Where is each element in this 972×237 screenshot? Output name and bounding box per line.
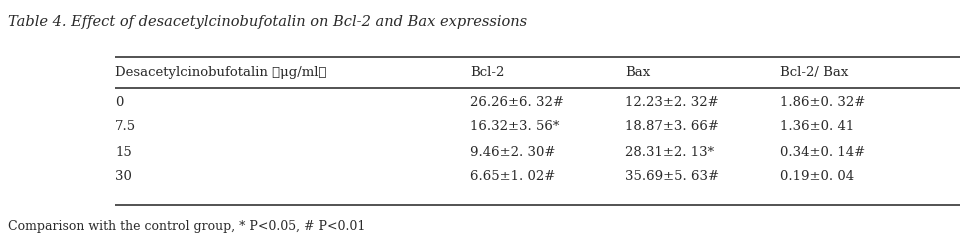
Text: 0.19±0. 04: 0.19±0. 04 [780,170,854,183]
Text: 12.23±2. 32#: 12.23±2. 32# [625,96,718,109]
Text: 35.69±5. 63#: 35.69±5. 63# [625,170,719,183]
Text: Bcl-2: Bcl-2 [470,65,504,78]
Text: Comparison with the control group, * P<0.05, # P<0.01: Comparison with the control group, * P<0… [8,220,365,233]
Text: 18.87±3. 66#: 18.87±3. 66# [625,120,719,133]
Text: 26.26±6. 32#: 26.26±6. 32# [470,96,564,109]
Text: 15: 15 [115,146,132,159]
Text: 1.36±0. 41: 1.36±0. 41 [780,120,854,133]
Text: 1.86±0. 32#: 1.86±0. 32# [780,96,865,109]
Text: Bax: Bax [625,65,650,78]
Text: 6.65±1. 02#: 6.65±1. 02# [470,170,555,183]
Text: Bcl-2/ Bax: Bcl-2/ Bax [780,65,849,78]
Text: 9.46±2. 30#: 9.46±2. 30# [470,146,556,159]
Text: 16.32±3. 56*: 16.32±3. 56* [470,120,559,133]
Text: Table 4. Effect of desacetylcinobufotalin on Bcl-2 and Bax expressions: Table 4. Effect of desacetylcinobufotali… [8,15,527,29]
Text: 0: 0 [115,96,123,109]
Text: 7.5: 7.5 [115,120,136,133]
Text: Desacetylcinobufotalin （μg/ml）: Desacetylcinobufotalin （μg/ml） [115,65,327,78]
Text: 0.34±0. 14#: 0.34±0. 14# [780,146,865,159]
Text: 28.31±2. 13*: 28.31±2. 13* [625,146,714,159]
Text: 30: 30 [115,170,132,183]
